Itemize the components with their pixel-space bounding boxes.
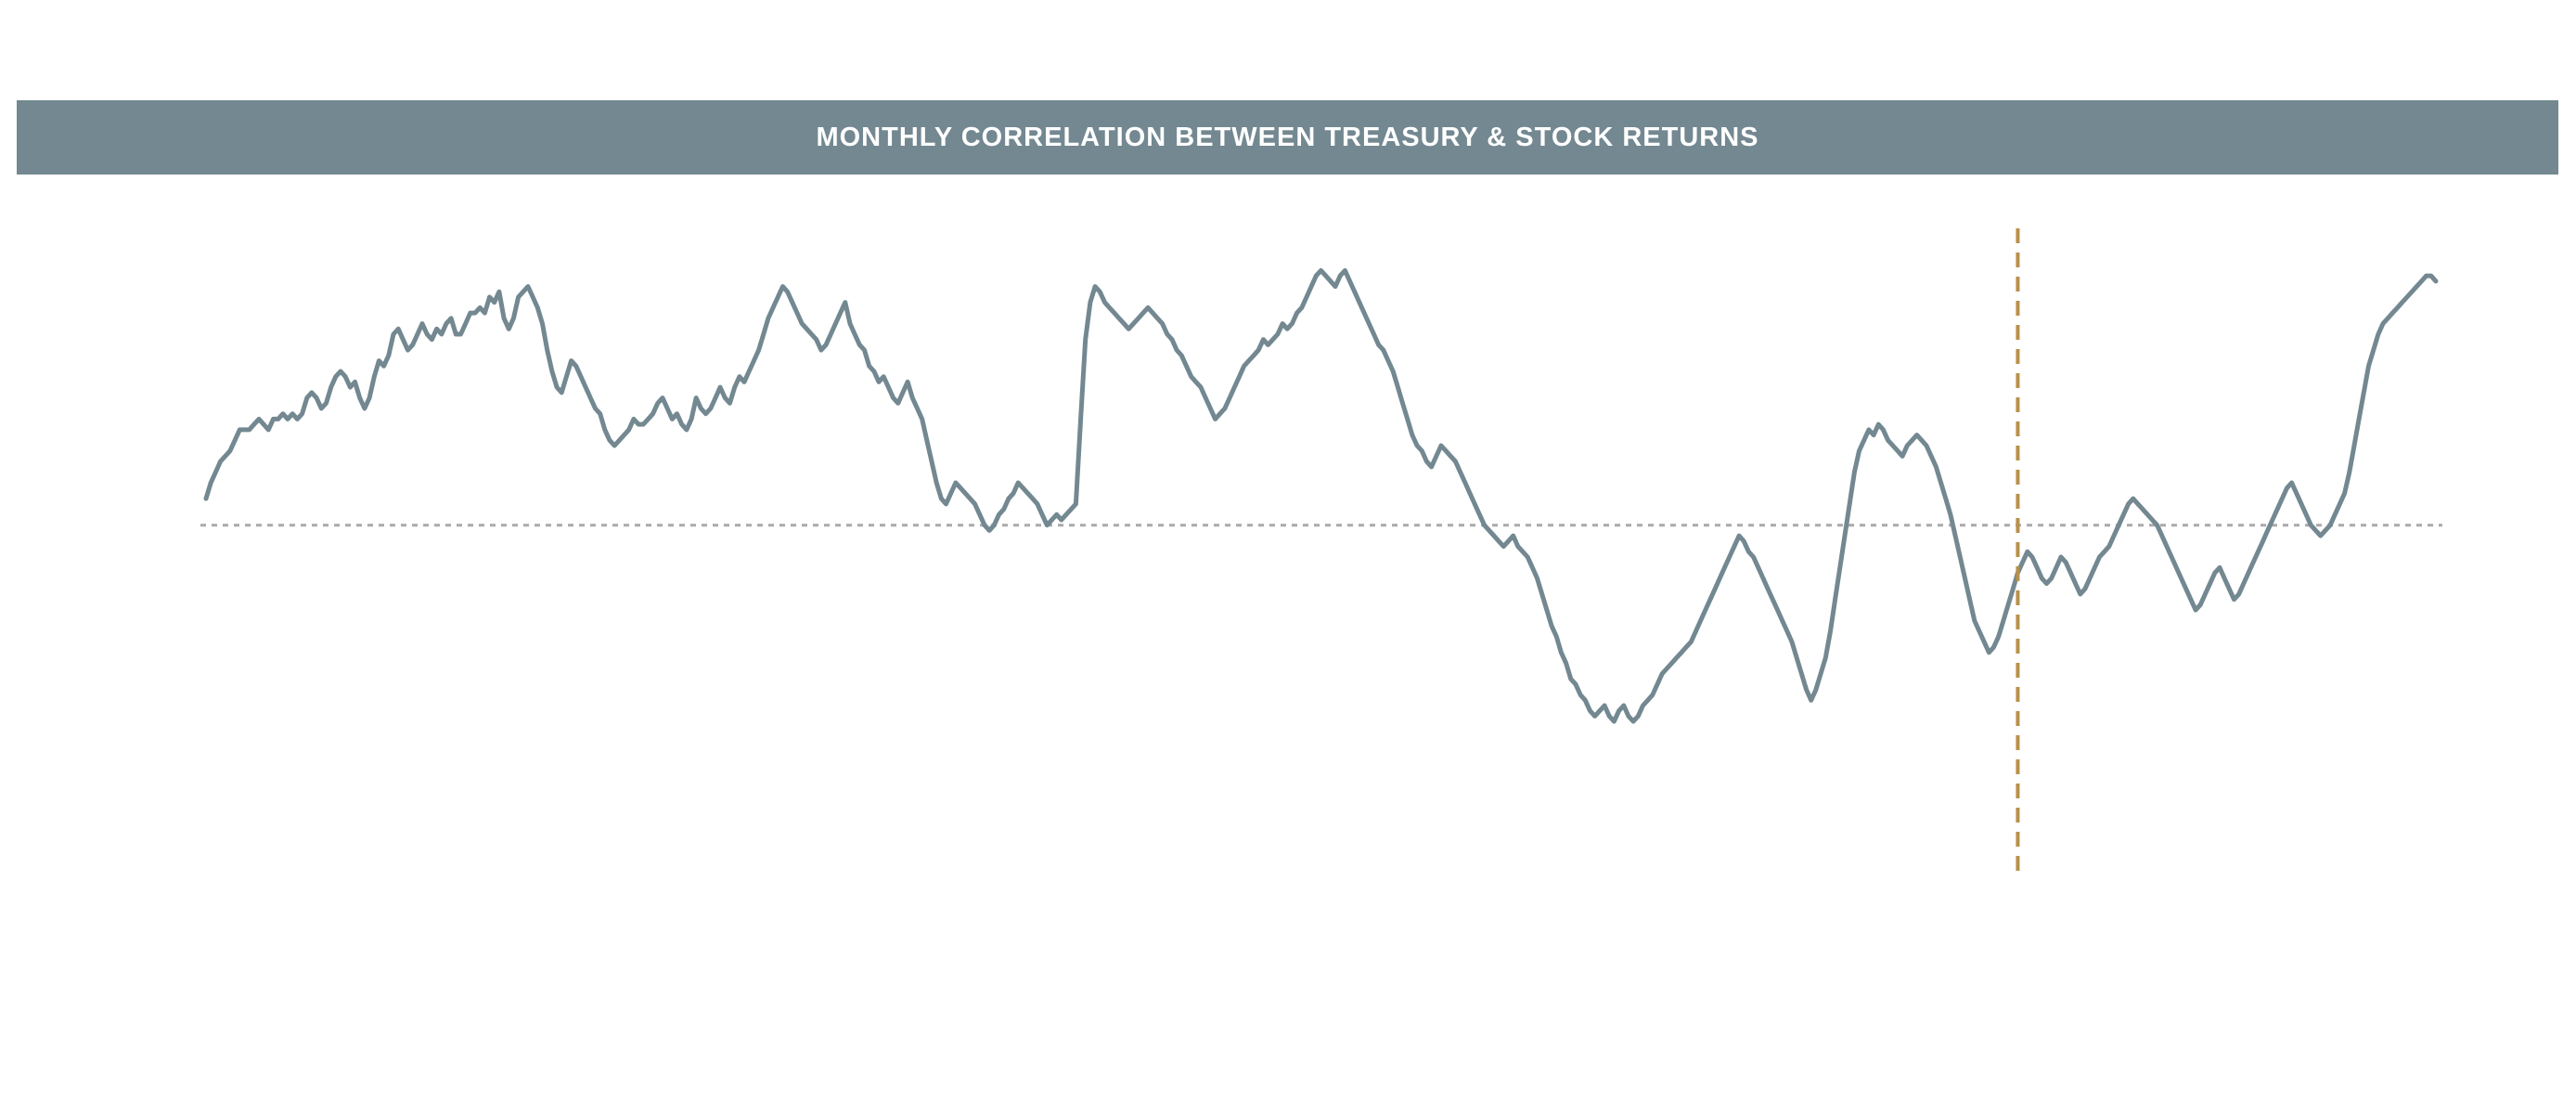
series-layer — [203, 267, 2439, 724]
chart-title: MONTHLY CORRELATION BETWEEN TREASURY & S… — [816, 122, 1759, 152]
correlation-series-line — [203, 267, 2439, 724]
vertical-markers — [2016, 228, 2020, 873]
chart-title-bar: MONTHLY CORRELATION BETWEEN TREASURY & S… — [17, 100, 2558, 175]
